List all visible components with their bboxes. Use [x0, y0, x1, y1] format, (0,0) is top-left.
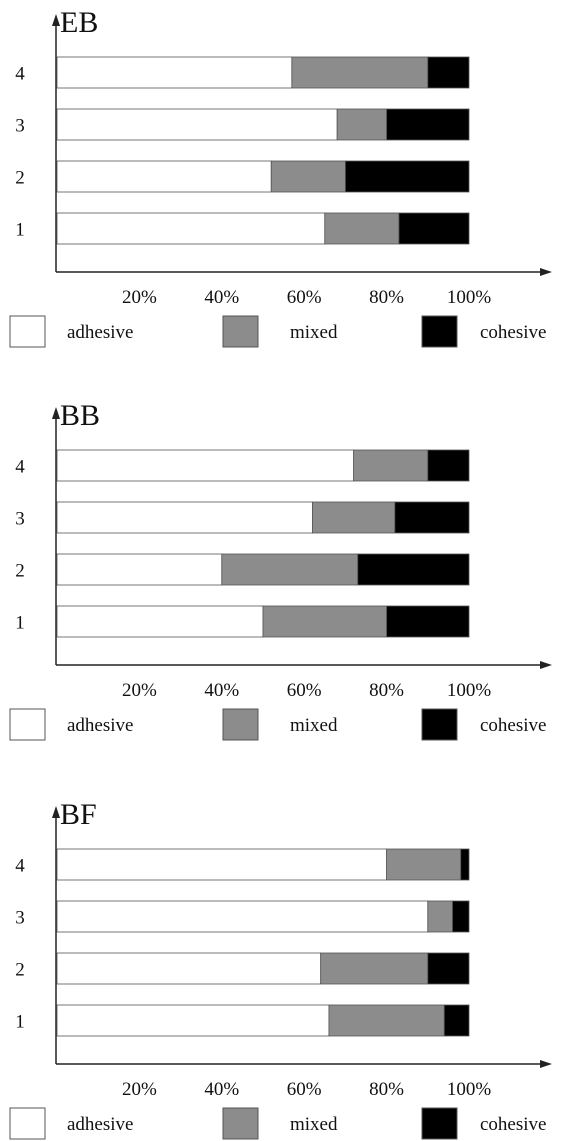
x-axis-arrow: [540, 661, 552, 669]
chart-panel-bb: BB 20% 40% 60% 80% 100% 1 2 3 4 adhesive mixed cohes…: [9, 399, 552, 741]
bar-segment-mixed: [328, 1004, 445, 1037]
bar-segment-adhesive: [56, 952, 322, 985]
bar-segment-mixed: [427, 900, 453, 933]
bar-segment-cohesive: [394, 501, 470, 534]
x-axis-arrow: [540, 1060, 552, 1068]
bar-segment-cohesive: [427, 952, 470, 985]
bar-segment-adhesive: [56, 449, 355, 482]
x-tick-label: 20%: [122, 287, 157, 308]
x-tick-label: 100%: [447, 680, 492, 701]
x-tick-label: 80%: [369, 680, 404, 701]
legend-label-cohesive: cohesive: [480, 1114, 546, 1135]
category-label: 4: [15, 856, 25, 877]
legend-swatch-cohesive: [421, 315, 458, 348]
y-axis-arrow: [52, 14, 60, 26]
bar-segment-mixed: [312, 501, 396, 534]
bar-segment-mixed: [221, 553, 359, 586]
x-tick-label: 60%: [287, 680, 322, 701]
legend-swatch-cohesive: [421, 1107, 458, 1140]
x-tick-label: 20%: [122, 680, 157, 701]
bar-segment-mixed: [336, 108, 388, 141]
x-tick-label: 40%: [204, 680, 239, 701]
bar-segment-mixed: [262, 605, 387, 638]
legend-swatch-cohesive: [421, 708, 458, 741]
legend-label-cohesive: cohesive: [480, 715, 546, 736]
x-tick-label: 80%: [369, 287, 404, 308]
legend-label-adhesive: adhesive: [67, 715, 133, 736]
category-label: 4: [15, 64, 25, 85]
bar-segment-mixed: [270, 160, 346, 193]
bar-segment-mixed: [320, 952, 429, 985]
chart-title: BB: [60, 399, 100, 432]
y-axis-arrow: [52, 407, 60, 419]
bar-segment-cohesive: [452, 900, 470, 933]
category-label: 1: [15, 613, 25, 634]
bar-segment-cohesive: [344, 160, 470, 193]
category-label: 3: [15, 116, 25, 137]
bar-segment-mixed: [291, 56, 429, 89]
bar-segment-adhesive: [56, 160, 272, 193]
bar-segment-adhesive: [56, 1004, 330, 1037]
bar-segment-cohesive: [443, 1004, 470, 1037]
x-tick-label: 100%: [447, 287, 492, 308]
x-tick-label: 60%: [287, 287, 322, 308]
category-label: 1: [15, 1012, 25, 1033]
chart-panel-eb: EB 20% 40% 60% 80% 100% 1 2 3 4 adhesive mixed cohes…: [9, 6, 552, 348]
bar-segment-cohesive: [386, 605, 470, 638]
bar-segment-cohesive: [460, 848, 470, 881]
x-tick-label: 40%: [204, 1079, 239, 1100]
x-tick-label: 80%: [369, 1079, 404, 1100]
legend-label-adhesive: adhesive: [67, 1114, 133, 1135]
bar-segment-mixed: [353, 449, 429, 482]
x-tick-label: 60%: [287, 1079, 322, 1100]
legend-swatch-mixed: [222, 315, 259, 348]
category-label: 2: [15, 168, 25, 189]
category-label: 3: [15, 509, 25, 530]
legend-label-adhesive: adhesive: [67, 322, 133, 343]
legend-swatch-adhesive: [9, 315, 46, 348]
category-label: 1: [15, 220, 25, 241]
y-axis-arrow: [52, 806, 60, 818]
bar-segment-adhesive: [56, 900, 429, 933]
bar-segment-cohesive: [386, 108, 470, 141]
bar-segment-cohesive: [357, 553, 470, 586]
bar-segment-adhesive: [56, 56, 293, 89]
legend-swatch-mixed: [222, 708, 259, 741]
category-label: 2: [15, 960, 25, 981]
chart-panel-bf: BF 20% 40% 60% 80% 100% 1 2 3 4 adhesive mixed cohes…: [9, 798, 552, 1140]
bar-segment-adhesive: [56, 848, 388, 881]
legend-label-mixed: mixed: [290, 322, 338, 343]
legend-swatch-mixed: [222, 1107, 259, 1140]
legend-swatch-adhesive: [9, 708, 46, 741]
category-label: 3: [15, 908, 25, 929]
bar-segment-adhesive: [56, 501, 313, 534]
x-tick-label: 40%: [204, 287, 239, 308]
chart-title: BF: [60, 798, 97, 831]
bar-segment-adhesive: [56, 212, 326, 245]
bar-segment-mixed: [324, 212, 400, 245]
x-tick-label: 20%: [122, 1079, 157, 1100]
bar-segment-mixed: [386, 848, 462, 881]
bar-segment-adhesive: [56, 605, 264, 638]
x-tick-label: 100%: [447, 1079, 492, 1100]
bar-segment-cohesive: [427, 56, 470, 89]
chart-title: EB: [60, 6, 98, 39]
bar-segment-adhesive: [56, 553, 223, 586]
legend-label-cohesive: cohesive: [480, 322, 546, 343]
bar-segment-cohesive: [398, 212, 470, 245]
legend-swatch-adhesive: [9, 1107, 46, 1140]
category-label: 2: [15, 561, 25, 582]
legend-label-mixed: mixed: [290, 715, 338, 736]
category-label: 4: [15, 457, 25, 478]
legend-label-mixed: mixed: [290, 1114, 338, 1135]
bar-segment-cohesive: [427, 449, 470, 482]
x-axis-arrow: [540, 268, 552, 276]
bar-segment-adhesive: [56, 108, 338, 141]
